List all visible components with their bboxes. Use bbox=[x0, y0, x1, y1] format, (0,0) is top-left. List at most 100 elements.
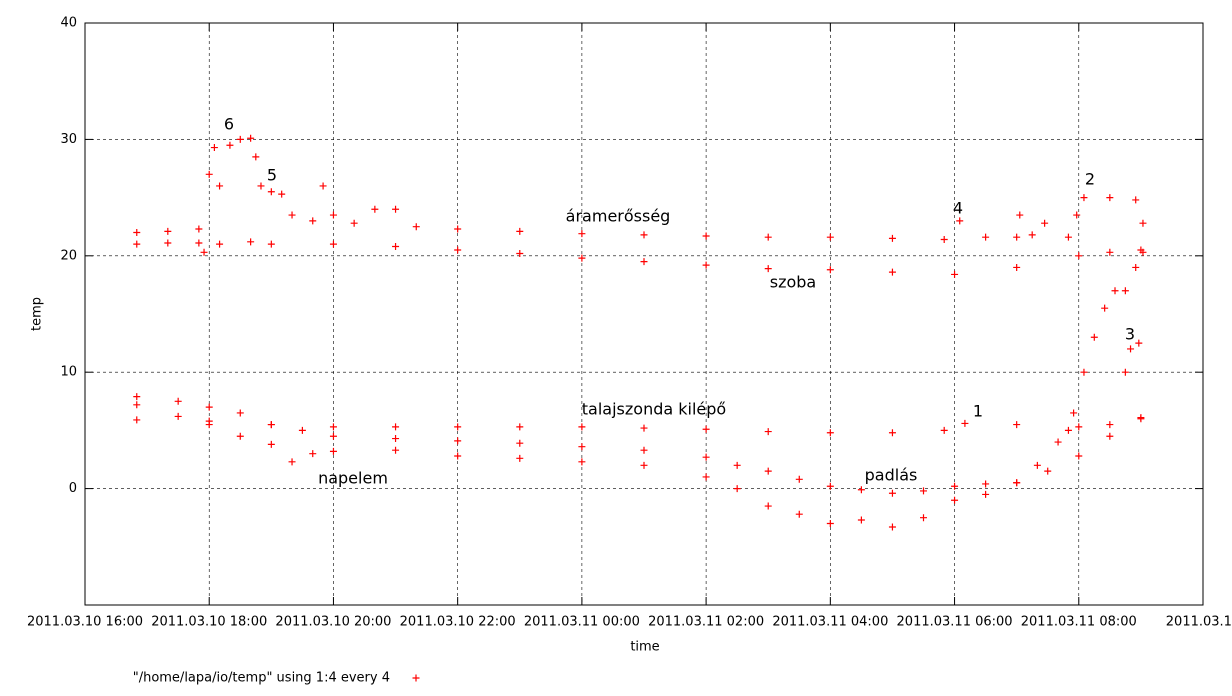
data-point bbox=[278, 190, 286, 198]
plot-border bbox=[84, 22, 1204, 606]
x-tick-label: 2011.03.11 02:00 bbox=[648, 615, 764, 630]
data-point bbox=[702, 473, 710, 481]
data-point bbox=[956, 217, 964, 225]
x-axis-label: time bbox=[630, 640, 659, 655]
data-point bbox=[516, 249, 524, 257]
data-point bbox=[267, 240, 275, 248]
data-point bbox=[1054, 438, 1062, 446]
data-point bbox=[1013, 479, 1021, 487]
data-point bbox=[298, 426, 306, 434]
data-point bbox=[454, 423, 462, 431]
data-point bbox=[257, 182, 265, 190]
data-point bbox=[702, 425, 710, 433]
data-point bbox=[702, 232, 710, 240]
data-point bbox=[454, 437, 462, 445]
data-point bbox=[795, 510, 803, 518]
data-point bbox=[764, 467, 772, 475]
data-point bbox=[329, 432, 337, 440]
annotation: áramerősség bbox=[566, 207, 671, 226]
data-point bbox=[133, 229, 141, 237]
data-point bbox=[702, 261, 710, 269]
data-point bbox=[133, 416, 141, 424]
data-point bbox=[1090, 333, 1098, 341]
data-point bbox=[1064, 233, 1072, 241]
x-tick-label: 2011.03.11 04:00 bbox=[772, 615, 888, 630]
y-tick-label: 40 bbox=[60, 16, 77, 31]
data-point bbox=[640, 424, 648, 432]
annotation: 3 bbox=[1125, 325, 1135, 344]
x-tick-label: 2011.03.11 06:00 bbox=[897, 615, 1013, 630]
data-point bbox=[247, 238, 255, 246]
legend-label: "/home/lapa/io/temp" using 1:4 every 4 bbox=[133, 671, 390, 686]
data-point bbox=[252, 153, 260, 161]
y-tick-label: 20 bbox=[60, 248, 77, 263]
data-point bbox=[216, 240, 224, 248]
data-point bbox=[1106, 248, 1114, 256]
data-point bbox=[578, 458, 586, 466]
data-point bbox=[516, 439, 524, 447]
data-point bbox=[1101, 304, 1109, 312]
data-point bbox=[1135, 339, 1143, 347]
data-point bbox=[940, 426, 948, 434]
data-point bbox=[982, 480, 990, 488]
annotation: 4 bbox=[953, 199, 963, 218]
data-point bbox=[1041, 219, 1049, 227]
data-point bbox=[578, 443, 586, 451]
data-point bbox=[888, 489, 896, 497]
data-point bbox=[1106, 432, 1114, 440]
data-point bbox=[412, 223, 420, 231]
data-point bbox=[133, 240, 141, 248]
data-point bbox=[200, 248, 208, 256]
data-point bbox=[888, 429, 896, 437]
data-point bbox=[764, 233, 772, 241]
data-point bbox=[205, 170, 213, 178]
data-point bbox=[133, 401, 141, 409]
annotation: 2 bbox=[1085, 170, 1095, 189]
data-point bbox=[288, 211, 296, 219]
data-point bbox=[1127, 345, 1135, 353]
data-point bbox=[1132, 196, 1140, 204]
data-point bbox=[1111, 287, 1119, 295]
data-point bbox=[578, 230, 586, 238]
data-point bbox=[951, 482, 959, 490]
data-point bbox=[516, 454, 524, 462]
data-point bbox=[392, 242, 400, 250]
x-tick-label: 2011.03.11 00:00 bbox=[524, 615, 640, 630]
data-point bbox=[1132, 263, 1140, 271]
data-point bbox=[1137, 415, 1145, 423]
data-point bbox=[764, 265, 772, 273]
data-point bbox=[1070, 409, 1078, 417]
data-point bbox=[1080, 194, 1088, 202]
data-point bbox=[1106, 194, 1114, 202]
data-point bbox=[951, 270, 959, 278]
data-point bbox=[640, 446, 648, 454]
x-tick-label: 2011.03.10 18:00 bbox=[151, 615, 267, 630]
data-point bbox=[516, 423, 524, 431]
data-point bbox=[392, 435, 400, 443]
y-tick-label: 10 bbox=[60, 365, 77, 380]
data-point bbox=[920, 514, 927, 522]
data-point bbox=[1139, 219, 1147, 227]
data-point bbox=[236, 135, 244, 143]
data-point bbox=[205, 421, 213, 429]
data-point bbox=[982, 233, 990, 241]
annotation: napelem bbox=[318, 469, 388, 488]
data-point bbox=[392, 423, 400, 431]
y-tick-label: 30 bbox=[60, 132, 77, 147]
data-point bbox=[1016, 211, 1024, 219]
data-point bbox=[733, 485, 741, 493]
data-point bbox=[702, 453, 710, 461]
data-point bbox=[940, 236, 948, 244]
data-point bbox=[329, 240, 337, 248]
data-point bbox=[857, 486, 865, 494]
data-point bbox=[795, 475, 803, 483]
data-point bbox=[640, 258, 648, 266]
data-point bbox=[1080, 368, 1088, 376]
annotation: 1 bbox=[973, 402, 983, 421]
data-point bbox=[164, 239, 172, 247]
data-point bbox=[329, 447, 337, 455]
data-point bbox=[329, 211, 337, 219]
data-point bbox=[733, 461, 741, 469]
data-point bbox=[1073, 211, 1081, 219]
data-point bbox=[205, 403, 213, 411]
